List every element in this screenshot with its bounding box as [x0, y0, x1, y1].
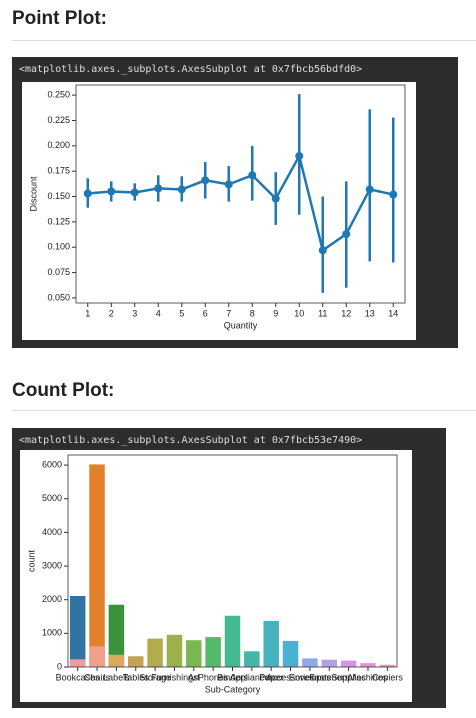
- divider: [12, 40, 476, 41]
- y-tick-label: 0.100: [47, 242, 70, 252]
- point: [389, 190, 398, 199]
- x-tick-label: 6: [203, 308, 208, 318]
- bar: [379, 664, 396, 667]
- bar: [69, 595, 86, 667]
- x-tick-label: Copiers: [372, 672, 404, 682]
- bar: [244, 651, 260, 667]
- bar: [108, 654, 125, 667]
- axes-frame: [67, 454, 398, 668]
- y-axis-label: Discount: [28, 176, 38, 212]
- bar: [282, 640, 299, 667]
- y-tick-label: 0.050: [47, 292, 70, 302]
- x-tick-label: 1: [85, 308, 90, 318]
- point: [271, 194, 280, 203]
- y-tick-label: 5000: [42, 493, 62, 503]
- y-tick-label: 4000: [42, 527, 62, 537]
- x-tick-label: Bookcases: [56, 672, 101, 682]
- y-tick-label: 1000: [42, 628, 62, 638]
- y-tick-label: 0.125: [47, 216, 70, 226]
- figure-background: [22, 82, 416, 340]
- y-tick-label: 2000: [42, 594, 62, 604]
- x-tick-label: Furnishings: [151, 672, 198, 682]
- y-tick-label: 6000: [42, 459, 62, 469]
- x-tick-label: Labels: [103, 672, 130, 682]
- x-tick-label: 7: [226, 308, 231, 318]
- bar: [147, 638, 163, 667]
- x-tick-label: Paper: [259, 672, 283, 682]
- bar: [69, 659, 86, 667]
- axes-frame: [75, 84, 406, 304]
- heading: Count Plot:: [12, 380, 115, 401]
- x-tick-label: 10: [294, 308, 304, 318]
- bar: [224, 615, 241, 667]
- x-tick-label: Phones: [198, 672, 229, 682]
- y-tick-label: 0.075: [47, 267, 70, 277]
- y-tick-label: 0: [57, 661, 62, 671]
- bar: [321, 659, 338, 667]
- x-tick-label: Machines: [349, 672, 388, 682]
- x-tick-label: 2: [109, 308, 114, 318]
- output-text: <matplotlib.axes._subplots.AxesSubplot a…: [19, 435, 363, 446]
- point: [224, 180, 233, 189]
- point: [201, 176, 210, 185]
- x-tick-label: Appliances: [230, 672, 275, 682]
- point: [342, 230, 351, 239]
- y-tick-label: 0.250: [47, 90, 70, 100]
- bar: [89, 646, 105, 667]
- y-tick-label: 3000: [42, 560, 62, 570]
- bar: [127, 656, 144, 667]
- x-tick-label: 13: [365, 308, 375, 318]
- heading: Point Plot:: [12, 8, 107, 29]
- bar: [89, 464, 105, 667]
- point: [248, 171, 257, 180]
- y-axis-label: count: [26, 549, 36, 572]
- bar: [205, 637, 221, 667]
- bar: [186, 640, 202, 667]
- x-axis-label: Sub-Category: [205, 684, 261, 694]
- point: [130, 188, 139, 197]
- point: [154, 184, 163, 193]
- x-tick-label: 14: [388, 308, 398, 318]
- x-tick-label: 8: [250, 308, 255, 318]
- y-tick-label: 0.200: [47, 140, 70, 150]
- output-text: <matplotlib.axes._subplots.AxesSubplot a…: [19, 64, 363, 75]
- y-tick-label: 0.150: [47, 191, 70, 201]
- x-tick-label: Storage: [139, 672, 171, 682]
- point: [107, 187, 116, 196]
- point: [318, 246, 327, 255]
- x-tick-label: 3: [132, 308, 137, 318]
- x-tick-label: Chairs: [84, 672, 111, 682]
- point: [177, 185, 186, 194]
- bar: [263, 620, 279, 667]
- x-tick-label: Art: [188, 672, 200, 682]
- bar: [166, 634, 183, 667]
- x-tick-label: Tables: [123, 672, 150, 682]
- bar: [340, 660, 357, 667]
- point: [365, 185, 374, 194]
- bar: [360, 663, 376, 667]
- point: [83, 189, 92, 198]
- y-tick-label: 0.225: [47, 115, 70, 125]
- x-tick-label: Accessories: [266, 672, 315, 682]
- y-tick-label: 0.175: [47, 166, 70, 176]
- x-tick-label: 12: [341, 308, 351, 318]
- x-tick-label: Binders: [217, 672, 248, 682]
- x-tick-label: 9: [273, 308, 278, 318]
- x-tick-label: Fasteners: [309, 672, 350, 682]
- x-tick-label: 5: [179, 308, 184, 318]
- bar: [108, 604, 125, 667]
- bar: [302, 658, 318, 667]
- x-axis-label: Quantity: [224, 320, 258, 330]
- divider: [12, 410, 476, 411]
- x-tick-label: Supplies: [331, 672, 366, 682]
- x-tick-label: Envelopes: [289, 672, 332, 682]
- point: [295, 151, 304, 160]
- x-tick-label: 11: [318, 308, 327, 318]
- x-tick-label: 4: [156, 308, 161, 318]
